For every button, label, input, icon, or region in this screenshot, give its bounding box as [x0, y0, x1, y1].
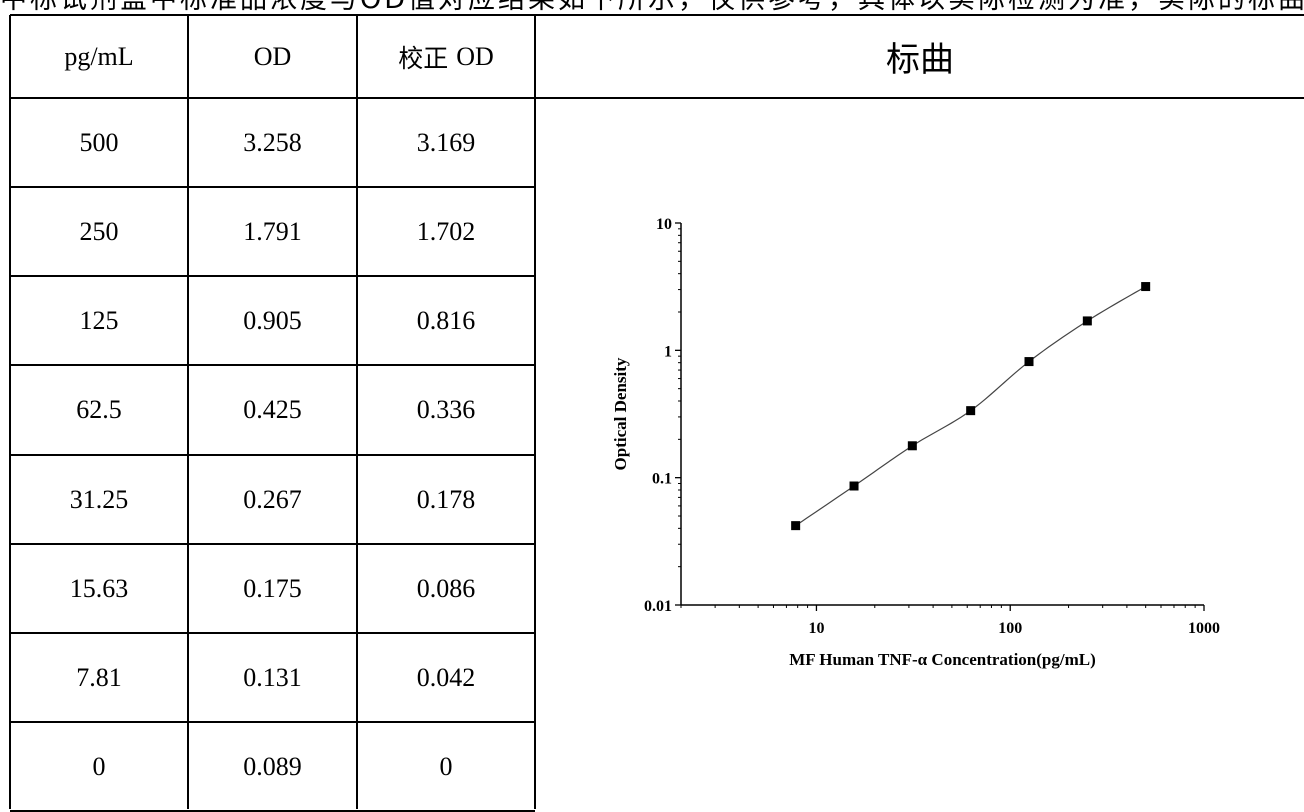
table-row-divider	[10, 364, 535, 366]
header-corrected-prefix: 校正	[398, 43, 449, 73]
cell-corrected-od: 0.816	[416, 305, 476, 335]
cell-concentration: 125	[79, 305, 119, 335]
cell-corrected-od: 1.702	[416, 216, 476, 246]
cell-corrected-od: 3.169	[416, 127, 476, 157]
cell-corrected-od: 0	[439, 751, 453, 781]
header-corrected-od: 校正 OD	[357, 15, 535, 98]
cell-od: 3.258	[243, 127, 302, 157]
header-corrected-suffix: OD	[456, 41, 494, 71]
x-axis-label: MF Human TNF-α Concentration(pg/mL)	[789, 650, 1096, 669]
data-point	[907, 441, 917, 451]
cell-concentration: 15.63	[69, 573, 129, 603]
table-row-divider	[10, 543, 535, 545]
cell-corrected-od: 0.178	[416, 484, 476, 514]
cell-concentration: 0	[92, 751, 106, 781]
table-row-divider	[10, 721, 535, 723]
header-concentration: pg/mL	[64, 41, 134, 71]
y-axis-label: Optical Density	[611, 357, 630, 470]
table-row-divider	[10, 14, 1304, 16]
data-point	[1082, 316, 1092, 326]
cell-corrected-od: 0.336	[416, 395, 476, 424]
table-column-divider	[9, 15, 11, 809]
data-point	[1141, 282, 1151, 292]
y-tick-label: 10	[656, 216, 672, 233]
x-tick-label: 1000	[1188, 620, 1220, 637]
y-tick-label: 0.1	[652, 471, 672, 488]
cell-concentration: 7.81	[76, 662, 122, 692]
table-column-divider	[187, 15, 189, 809]
cell-corrected-od: 0.042	[416, 662, 476, 692]
x-tick-label: 100	[998, 620, 1022, 637]
standard-curve-chart: 0.01 0.1 1 10 10 100 1000 MF Human TNF-α Concen…	[611, 216, 1220, 669]
table-row-divider	[10, 275, 535, 277]
data-point	[791, 521, 801, 531]
table-row-divider	[10, 186, 535, 188]
cell-od: 0.905	[243, 305, 302, 335]
x-tick-label: 10	[808, 620, 824, 637]
cell-concentration: 31.25	[69, 484, 129, 514]
cell-concentration: 62.5	[76, 395, 122, 424]
data-point	[966, 406, 976, 416]
cell-od: 0.131	[243, 662, 302, 692]
cell-concentration: 500	[79, 127, 119, 157]
y-tick-label: 0.01	[644, 598, 672, 615]
cell-od: 0.425	[243, 395, 302, 424]
cell-corrected-od: 0.086	[416, 573, 476, 603]
table-row-divider	[10, 97, 1304, 99]
cell-od: 0.089	[243, 751, 302, 781]
table-column-divider	[356, 15, 358, 809]
cell-od: 0.175	[243, 573, 302, 603]
table-row-divider	[10, 632, 535, 634]
cell-od: 1.791	[243, 216, 302, 246]
fit-curve	[795, 286, 1146, 527]
data-point	[1024, 357, 1034, 367]
table-row-divider	[10, 454, 535, 456]
table-column-divider	[534, 15, 536, 809]
data-point	[849, 481, 859, 491]
y-tick-label: 1	[664, 343, 672, 360]
cell-concentration: 250	[79, 216, 119, 246]
cell-od: 0.267	[243, 484, 302, 514]
header-od: OD	[253, 41, 292, 71]
chart-title: 标曲	[886, 39, 954, 80]
cropped-top-text: 中标试剂盒中标准品浓度与OD值对应结果如下所示，仅供参考，具体以实际检测为准，实…	[0, 0, 1304, 11]
